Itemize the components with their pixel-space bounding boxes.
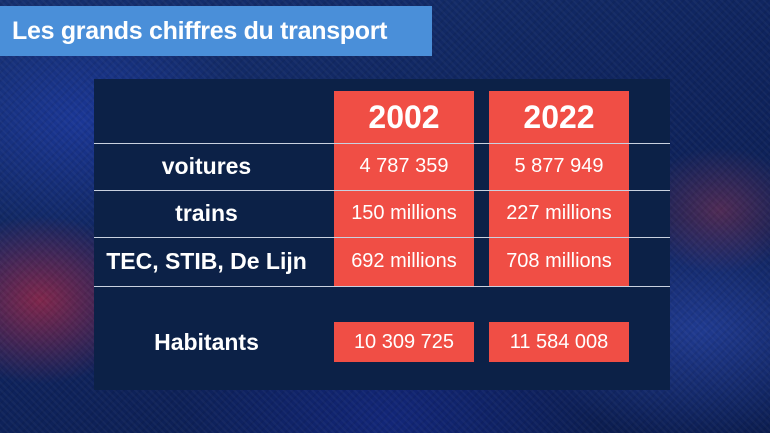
cell-public-transport-2002: 692 millions (351, 250, 457, 272)
cell-habitants-2002: 10 309 725 (334, 322, 474, 362)
row-label-voitures: voitures (161, 153, 252, 179)
stats-table: 2002 2022 voitures 4 787 359 5 877 949 t… (94, 79, 670, 390)
cell-trains-2022: 227 millions (506, 202, 612, 224)
row-divider (94, 190, 670, 191)
column-highlight-2022 (489, 91, 629, 286)
header-year-2022: 2022 (523, 98, 595, 135)
header-year-2002: 2002 (368, 98, 440, 135)
row-divider (94, 286, 670, 287)
cell-voitures-2002: 4 787 359 (359, 155, 449, 177)
title-banner: Les grands chiffres du transport (0, 6, 432, 56)
row-label-habitants: Habitants (154, 329, 259, 355)
cell-habitants-2022: 11 584 008 (489, 322, 629, 362)
row-label-public-transport: TEC, STIB, De Lijn (106, 248, 307, 274)
column-highlight-2002 (334, 91, 474, 286)
page-title: Les grands chiffres du transport (12, 16, 388, 45)
row-divider (94, 143, 670, 144)
cell-public-transport-2022: 708 millions (506, 250, 612, 272)
row-label-trains: trains (175, 200, 238, 226)
cell-trains-2002: 150 millions (351, 202, 457, 224)
row-divider (94, 237, 670, 238)
cell-voitures-2022: 5 877 949 (514, 155, 604, 177)
